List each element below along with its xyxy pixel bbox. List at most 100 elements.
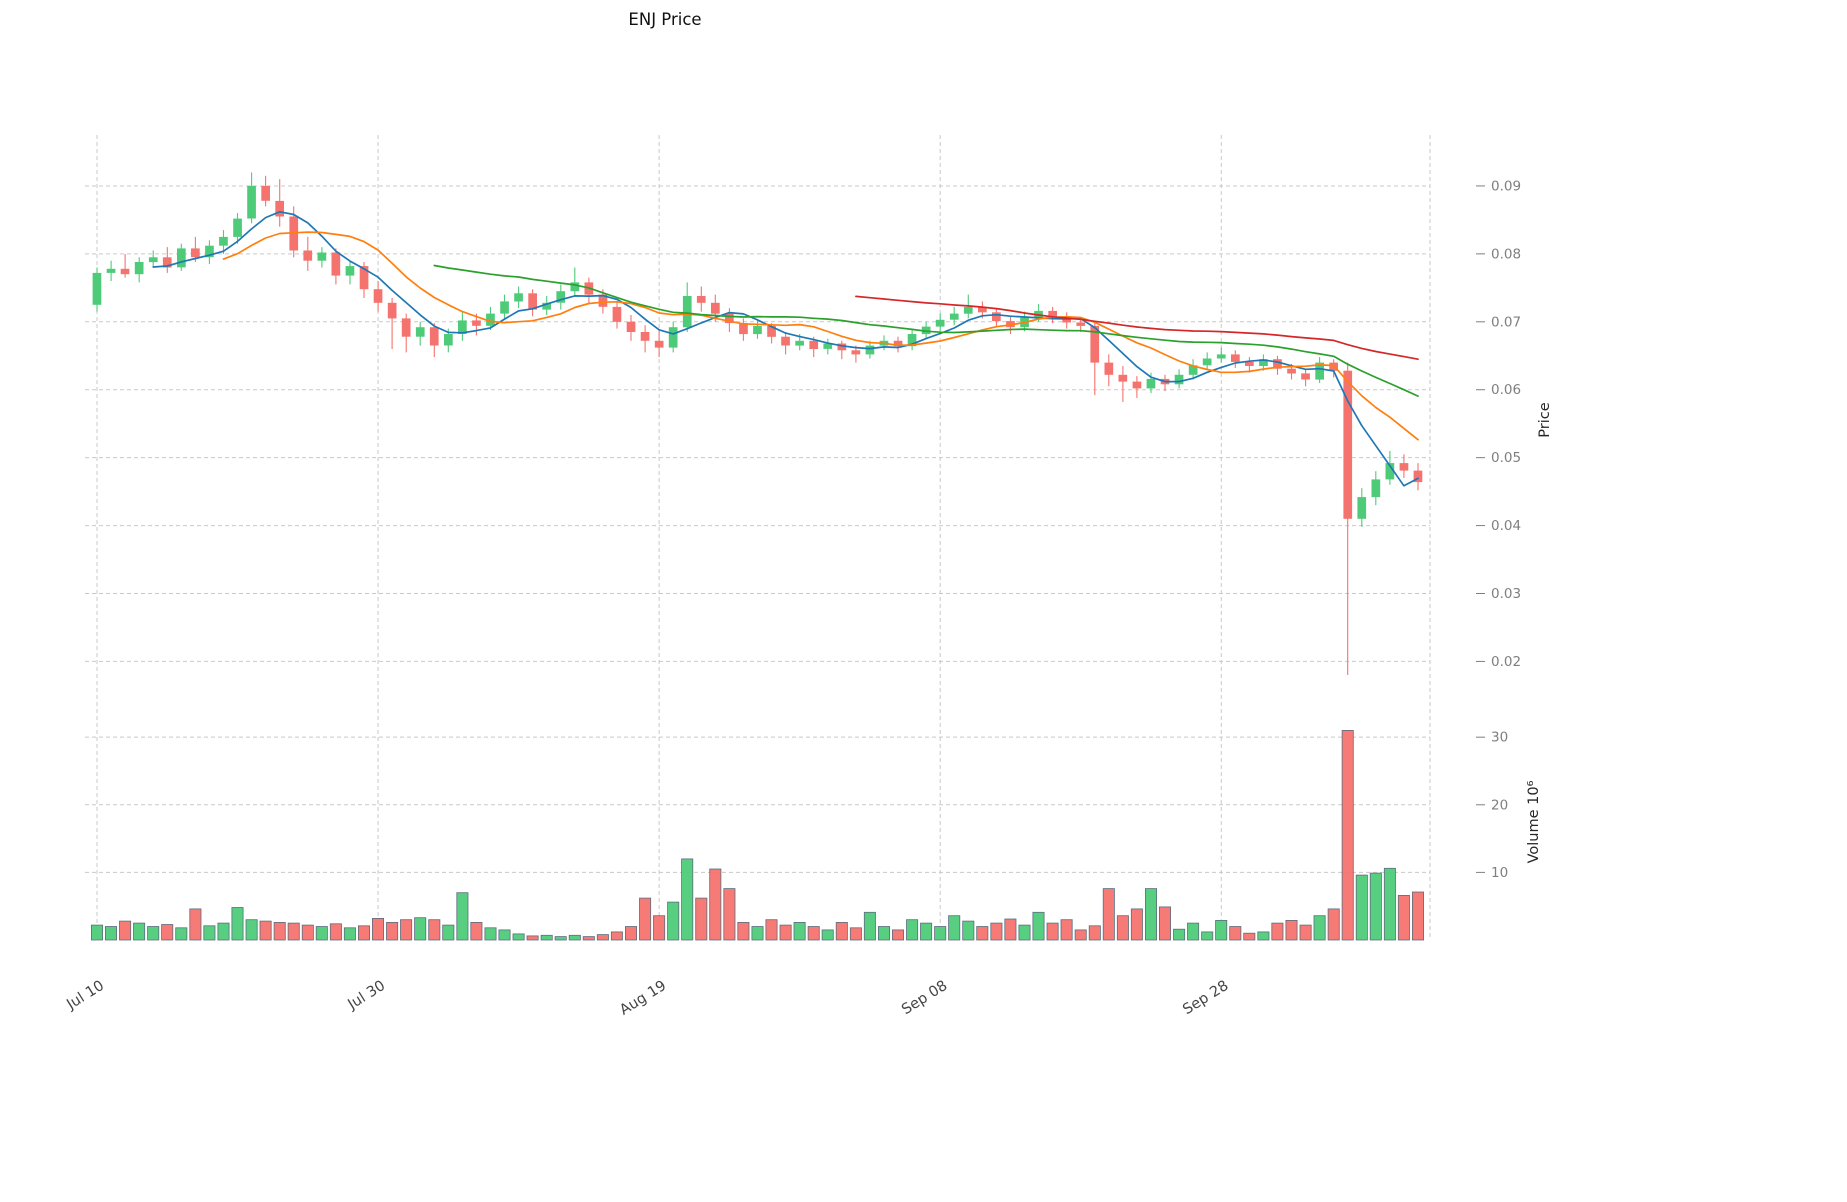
candle-body bbox=[556, 291, 566, 303]
volume-bar bbox=[1187, 922, 1200, 941]
candle-body bbox=[1188, 365, 1198, 375]
volume-bar bbox=[849, 927, 862, 941]
volume-bar bbox=[596, 934, 609, 941]
volume-bar bbox=[962, 920, 975, 941]
date-tick-label: Sep 28 bbox=[1180, 978, 1231, 1018]
candle-body bbox=[205, 245, 214, 258]
candle-body bbox=[120, 268, 130, 275]
volume-bar bbox=[217, 922, 230, 941]
candle-body bbox=[1202, 358, 1212, 366]
candle-body bbox=[1231, 354, 1240, 362]
volume-bar bbox=[357, 925, 370, 941]
candle-body bbox=[415, 327, 425, 337]
candle-body bbox=[781, 336, 790, 346]
volume-bar bbox=[442, 924, 455, 941]
candle-body bbox=[542, 302, 551, 310]
volume-bar bbox=[1173, 928, 1186, 941]
volume-bar bbox=[273, 922, 286, 941]
volume-bar bbox=[371, 918, 384, 941]
price-tick-label: 0.07 bbox=[1491, 314, 1521, 330]
candle-body bbox=[261, 185, 270, 201]
price-tick-label: 0.05 bbox=[1491, 450, 1521, 466]
volume-bar bbox=[976, 926, 989, 941]
axis-tick-labels: 0.02 0.03 0.04 0.05 0.06 0.07 0.08 0.09 10 20 30 Ju… bbox=[63, 178, 1521, 1018]
volume-bar bbox=[540, 934, 553, 941]
volume-bar bbox=[863, 911, 876, 941]
volume-bar bbox=[231, 907, 244, 941]
date-tick-label: Aug 19 bbox=[617, 978, 669, 1019]
volume-bar bbox=[723, 888, 736, 941]
candle-body bbox=[303, 250, 313, 261]
candle-body bbox=[233, 218, 242, 237]
candle-body bbox=[387, 302, 397, 319]
candle-body bbox=[654, 340, 664, 348]
candle-body bbox=[1216, 354, 1226, 359]
candle-body bbox=[1132, 381, 1142, 389]
volume-bar bbox=[765, 919, 778, 941]
volume-bar bbox=[189, 908, 202, 941]
candle-body bbox=[514, 293, 523, 302]
volume-bar bbox=[203, 925, 216, 941]
candle-body bbox=[1357, 497, 1367, 519]
price-tick-label: 0.06 bbox=[1491, 382, 1521, 398]
candle-body bbox=[177, 248, 186, 268]
ma-short-line bbox=[152, 210, 1419, 487]
candle-body bbox=[963, 306, 973, 314]
volume-bar bbox=[1383, 867, 1396, 941]
volume-bar bbox=[1145, 888, 1158, 941]
volume-bar bbox=[990, 922, 1003, 941]
candle-body bbox=[992, 312, 1001, 322]
ma-longest-line bbox=[855, 295, 1419, 361]
volume-bar bbox=[1215, 920, 1228, 941]
volume-bar bbox=[906, 919, 919, 941]
candle-body bbox=[1146, 378, 1156, 389]
volume-bar bbox=[1397, 895, 1410, 941]
volume-bar bbox=[681, 858, 694, 941]
candle-body bbox=[331, 252, 341, 276]
volume-bar bbox=[934, 926, 947, 941]
candle-body bbox=[1315, 362, 1324, 380]
candle-body bbox=[978, 306, 987, 313]
price-tick-label: 0.09 bbox=[1491, 178, 1521, 194]
volume-bar bbox=[329, 923, 342, 941]
volume-bar bbox=[1116, 915, 1129, 941]
candle-body bbox=[275, 200, 284, 217]
volume-bar bbox=[484, 927, 497, 941]
candle-body bbox=[148, 257, 158, 263]
volume-bar bbox=[470, 922, 483, 941]
candle-body bbox=[893, 340, 903, 347]
candle-body bbox=[345, 266, 355, 276]
candle-body bbox=[626, 321, 636, 332]
candlesticks bbox=[92, 172, 1423, 675]
date-tick-label: Sep 08 bbox=[899, 978, 950, 1018]
volume-bar bbox=[610, 931, 623, 941]
volume-bar bbox=[1299, 924, 1312, 941]
price-tick-label: 0.08 bbox=[1491, 246, 1521, 262]
volume-bar bbox=[1046, 922, 1059, 941]
candle-body bbox=[668, 327, 678, 348]
candle-body bbox=[1174, 374, 1184, 385]
candle-body bbox=[612, 306, 622, 322]
volume-bar bbox=[582, 936, 595, 941]
volume-bar bbox=[1004, 918, 1017, 941]
volume-bar bbox=[1412, 891, 1425, 941]
candle-body bbox=[753, 325, 762, 335]
volume-bar bbox=[1102, 888, 1115, 941]
volume-bar bbox=[639, 897, 652, 941]
volume-bar bbox=[1060, 919, 1073, 941]
candle-body bbox=[1259, 359, 1268, 366]
volume-bar bbox=[1159, 906, 1172, 941]
price-tick-label: 0.03 bbox=[1491, 586, 1521, 602]
candle-body bbox=[837, 343, 847, 351]
volume-bar bbox=[667, 901, 680, 941]
candle-body bbox=[1076, 322, 1086, 326]
volume-bar bbox=[1130, 908, 1143, 941]
candle-body bbox=[444, 334, 453, 346]
volume-bar bbox=[709, 868, 722, 941]
candle-body bbox=[682, 296, 692, 328]
volume-bar bbox=[568, 934, 581, 941]
candle-body bbox=[486, 313, 495, 326]
volume-bar bbox=[1355, 874, 1368, 941]
candle-body bbox=[500, 301, 509, 314]
volume-bar bbox=[1369, 872, 1382, 941]
